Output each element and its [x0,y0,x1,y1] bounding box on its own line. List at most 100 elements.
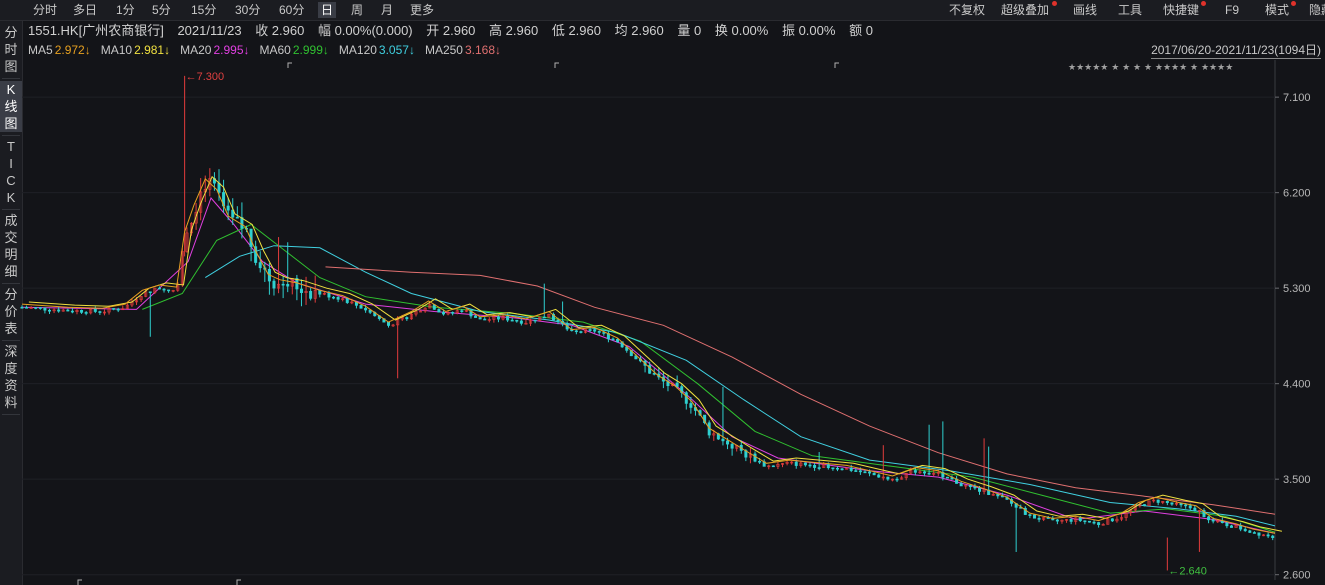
candle-body [872,472,876,476]
candle-body [93,308,97,312]
candle-body [157,287,161,290]
candle-body [840,468,844,471]
candle-body [281,283,285,286]
nav-item-0[interactable]: 分时图 [4,25,18,74]
candle-body [409,313,413,320]
period-tab-0[interactable]: 分时 [33,3,58,17]
dividend-markers: ★★★★★ ★ ★ ★ ★ ★★★★ ★ ★★★★ [1068,63,1233,73]
date-label: 2021/11/23 [177,23,242,38]
candle-body [437,309,441,313]
candle-body [574,330,578,333]
candle-body [959,483,963,487]
candle-body [66,309,70,312]
candle-body [1229,525,1233,528]
candle-body [918,471,922,474]
candle-body [1193,507,1197,511]
candle-body [1243,528,1247,532]
toolbar-item-3[interactable]: 工具 [1118,3,1143,17]
candle-body [652,373,656,375]
period-tab-3[interactable]: 5分 [152,3,171,17]
ma-line-1 [142,223,1276,533]
candle-body [881,476,885,479]
candle-body [909,470,913,474]
amount-label: 额 0 [849,23,873,38]
candle-body [313,289,317,299]
candle-body [1106,518,1110,525]
candle-body [515,319,519,322]
candle-body [1211,519,1215,522]
candle-body [721,438,725,442]
candle-body [240,217,244,229]
period-tab-1[interactable]: 多日 [73,3,98,17]
period-tab-10[interactable]: 更多 [410,3,435,17]
candle-body [1110,518,1114,522]
candle-body [822,464,826,468]
candle-body [368,309,372,313]
candle-body [116,308,120,311]
date-range-label[interactable]: 2017/06/20-2021/11/23(1094日) [1151,43,1321,59]
period-tab-8[interactable]: 周 [351,3,364,17]
candle-body [863,471,867,474]
candle-body [1184,504,1188,507]
candle-body [350,301,354,304]
candle-body [359,305,363,309]
period-tab-7[interactable]: 日 [318,2,337,18]
toolbar-item-0[interactable]: 不复权 [949,3,986,17]
candle-body [849,467,853,471]
candle-body [1055,519,1059,522]
ma-line-short-5 [21,178,1276,534]
nav-item-4[interactable]: 分价表 [4,287,18,336]
candle-body [496,316,500,320]
candle-body [510,319,514,322]
candle-body [671,382,675,387]
candle-body [506,316,510,321]
toolbar-item-1[interactable]: 超级叠加 [1001,3,1050,17]
period-tab-6[interactable]: 60分 [279,3,305,17]
candle-body [1271,535,1275,538]
candle-body [428,304,432,309]
candle-body [254,246,258,263]
candle-body [1028,514,1032,516]
candle-body [1156,499,1160,503]
candle-body [217,182,221,193]
toolbar-item-5[interactable]: F9 [1225,3,1240,17]
period-tab-2[interactable]: 1分 [116,3,135,17]
candle-body [460,310,464,312]
candle-body [327,292,331,298]
period-tab-9[interactable]: 月 [381,3,394,17]
toolbar-item-2[interactable]: 画线 [1073,3,1098,17]
toolbar-item-6[interactable]: 模式 [1265,3,1290,17]
toolbar-item-7[interactable]: 隐藏 [1309,3,1325,17]
candle-body [478,317,482,320]
candle-body [286,284,290,287]
candle-body [387,321,391,326]
candle-body [364,308,368,311]
period-tab-4[interactable]: 15分 [191,3,217,17]
bottom-marker-0 [77,579,82,585]
candle-body [964,484,968,487]
nav-item-3[interactable]: 成交明细 [4,213,18,279]
candle-body [1266,534,1270,537]
price-annotation-0: ←7.300 [186,71,225,83]
event-marker-0 [287,62,292,68]
candle-body [1065,519,1069,521]
candle-body [1257,532,1261,536]
candle-body [43,307,47,311]
nav-item-5[interactable]: 深度资料 [4,344,18,410]
ma-legend: MA5 2.972↓ MA10 2.981↓ MA20 2.995↓ MA60 2.999↓ M… [28,42,511,58]
candle-body [831,467,835,470]
candle-body [1207,516,1211,521]
bottom-marker-1 [236,579,241,585]
toolbar-item-4[interactable]: 快捷键 [1163,3,1200,17]
candle-body [854,470,858,472]
event-marker-2 [834,62,839,68]
candle-body [858,470,862,473]
candle-body [464,310,468,312]
candle-body [75,309,79,312]
period-tab-5[interactable]: 30分 [235,3,261,17]
candle-body [29,307,33,309]
candle-body [162,288,166,291]
